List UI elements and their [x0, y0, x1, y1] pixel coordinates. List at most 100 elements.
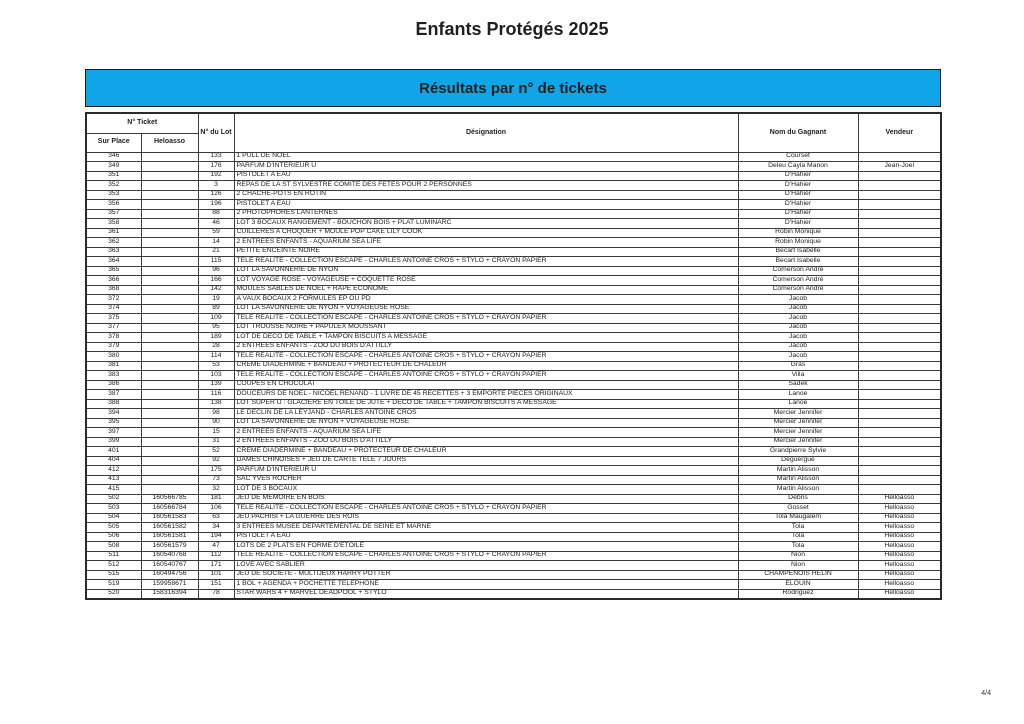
cell-heloasso: 160566784 [140, 503, 199, 514]
cell-lot: 138 [197, 398, 235, 409]
cell-gagnant: Tola [737, 531, 859, 542]
cell-lot: 78 [197, 588, 235, 599]
cell-designation: REPAS DE LA ST SYLVESTRE COMITE DES FETE… [233, 180, 739, 191]
cell-gagnant: Jacob [737, 351, 859, 362]
cell-lot: 28 [197, 341, 235, 352]
table-row: 503 160566784 106 TELE REALITE - COLLECT… [85, 503, 942, 514]
cell-designation: LE DECLIN DE LA LEYJAND - CHARLES ANTOIN… [233, 408, 739, 419]
cell-lot: 32 [197, 484, 235, 495]
cell-vendeur [857, 227, 942, 238]
cell-heloasso [140, 294, 199, 305]
table-row: 508 160561579 47 LOTS DE 2 PLATS EN FORM… [85, 541, 942, 552]
cell-designation: LOT LA SAVONNERIE DE NYON + VOYAGEUSE RO… [233, 303, 739, 314]
cell-designation: LOTS DE 2 PLATS EN FORME D'ETOILE [233, 541, 739, 552]
cell-vendeur [857, 256, 942, 267]
cell-vendeur [857, 436, 942, 447]
cell-heloasso [140, 161, 199, 172]
cell-sur-place: 352 [85, 180, 142, 191]
cell-designation: LOT SUPER U : GLACIERE EN TOILE DE JUTE … [233, 398, 739, 409]
table-row: 512 160540767 171 LOVE AVEC SABLIER Nion… [85, 560, 942, 571]
cell-heloasso [140, 446, 199, 457]
cell-lot: 194 [197, 531, 235, 542]
cell-designation: CREME DIADERMINE + BANDEAU + PROTECTEUR … [233, 446, 739, 457]
cell-heloasso [140, 484, 199, 495]
cell-designation: STAR WARS 4 + MARVEL DEADPOOL + STYLO [233, 588, 739, 599]
cell-lot: 34 [197, 522, 235, 533]
cell-heloasso [140, 256, 199, 267]
cell-gagnant: D'Hahier [737, 170, 859, 181]
results-table-container: N° Ticket N° du Lot Désignation Nom du G… [85, 112, 942, 600]
cell-vendeur [857, 322, 942, 333]
cell-lot: 95 [197, 322, 235, 333]
cell-vendeur [857, 427, 942, 438]
cell-vendeur [857, 398, 942, 409]
cell-sur-place: 368 [85, 284, 142, 295]
cell-lot: 47 [197, 541, 235, 552]
cell-lot: 59 [197, 227, 235, 238]
cell-designation: 2 ENTREES ENFANTS - AQUARIUM SEA LIFE [233, 237, 739, 248]
cell-designation: LOVE AVEC SABLIER [233, 560, 739, 571]
table-row: 375 109 TELE REALITE - COLLECTION ESCAPE… [85, 313, 942, 324]
table-row: 386 139 COUPES EN CHOCOLAT Sadek [85, 379, 942, 390]
table-row: 404 92 DAMES CHINOISES + JEU DE CARTE TE… [85, 455, 942, 466]
cell-gagnant: D'Hahier [737, 208, 859, 219]
cell-designation: 2 ENTREES ENFANTS - ZOO DU BOIS D'ATTILL… [233, 436, 739, 447]
cell-heloasso [140, 379, 199, 390]
cell-lot: 176 [197, 161, 235, 172]
cell-gagnant: Sadek [737, 379, 859, 390]
cell-sur-place: 502 [85, 493, 142, 504]
table-row: 362 14 2 ENTREES ENFANTS - AQUARIUM SEA … [85, 237, 942, 248]
cell-designation: CUILLERES A CROQUER + MOULE POP CAKE LIL… [233, 227, 739, 238]
cell-vendeur [857, 199, 942, 210]
cell-vendeur [857, 170, 942, 181]
cell-gagnant: Mercier Jennifer [737, 427, 859, 438]
cell-sur-place: 399 [85, 436, 142, 447]
cell-heloasso: 160566785 [140, 493, 199, 504]
cell-designation: LOT DE DECO DE TABLE + TAMPON BISCUITS A… [233, 332, 739, 343]
cell-vendeur [857, 341, 942, 352]
cell-designation: SAC YVES ROCHER [233, 474, 739, 485]
cell-vendeur [857, 455, 942, 466]
cell-sur-place: 395 [85, 417, 142, 428]
cell-sur-place: 508 [85, 541, 142, 552]
cell-vendeur: Helloasso [857, 503, 942, 514]
table-row: 380 114 TELE REALITE - COLLECTION ESCAPE… [85, 351, 942, 362]
cell-designation: CREME DIADERMINE + BANDEAU + PROTECTEUR … [233, 360, 739, 371]
column-header-vendeur: Vendeur [857, 112, 942, 153]
cell-sur-place: 372 [85, 294, 142, 305]
cell-lot: 31 [197, 436, 235, 447]
cell-heloasso [140, 208, 199, 219]
table-row: 399 31 2 ENTREES ENFANTS - ZOO DU BOIS D… [85, 436, 942, 447]
cell-lot: 96 [197, 265, 235, 276]
cell-lot: 88 [197, 208, 235, 219]
cell-vendeur: Helloasso [857, 550, 942, 561]
cell-lot: 90 [197, 417, 235, 428]
cell-vendeur [857, 208, 942, 219]
cell-vendeur [857, 332, 942, 343]
cell-designation: LOT VOYAGE ROSE - VOYAGEUSE + COQUETTE R… [233, 275, 739, 286]
cell-gagnant: Tola [737, 541, 859, 552]
cell-sur-place: 504 [85, 512, 142, 523]
cell-vendeur [857, 265, 942, 276]
cell-lot: 3 [197, 180, 235, 191]
cell-gagnant: CHAMPENOIS HELIN [737, 569, 859, 580]
cell-lot: 21 [197, 246, 235, 257]
cell-heloasso: 159958671 [140, 579, 199, 590]
table-header: N° Ticket N° du Lot Désignation Nom du G… [85, 112, 942, 153]
cell-vendeur: Jean-Joel [857, 161, 942, 172]
cell-vendeur [857, 474, 942, 485]
cell-designation: MOULES SABLES DE NOEL + RAPE ECONOME [233, 284, 739, 295]
cell-designation: JEU PACHISI + LA GUERRE DES ROIS [233, 512, 739, 523]
table-row: 378 189 LOT DE DECO DE TABLE + TAMPON BI… [85, 332, 942, 343]
cell-vendeur [857, 313, 942, 324]
cell-vendeur [857, 246, 942, 257]
cell-heloasso [140, 360, 199, 371]
cell-sur-place: 351 [85, 170, 142, 181]
table-row: 358 46 LOT 3 BOCAUX RANGEMENT - BOUCHON … [85, 218, 942, 229]
cell-gagnant: Mercier Jennifer [737, 417, 859, 428]
cell-vendeur [857, 484, 942, 495]
cell-heloasso [140, 455, 199, 466]
cell-heloasso [140, 465, 199, 476]
cell-designation: TELE REALITE - COLLECTION ESCAPE - CHARL… [233, 370, 739, 381]
cell-heloasso [140, 199, 199, 210]
